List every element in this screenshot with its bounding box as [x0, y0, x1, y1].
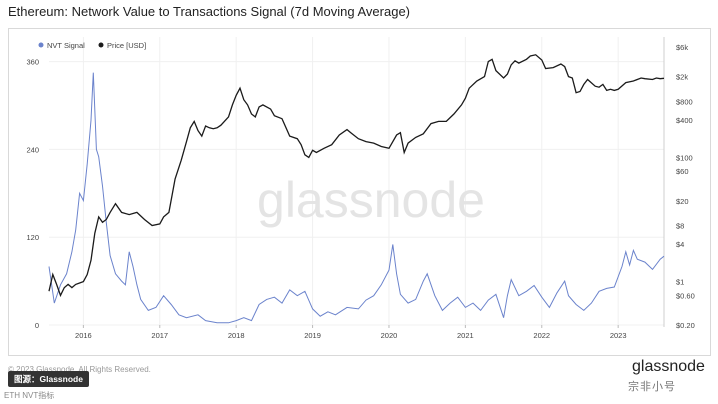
y-left-tick-label: 120 — [26, 233, 39, 242]
y-right-tick-label: $4 — [676, 240, 684, 249]
y-right-tick-label: $60 — [676, 167, 689, 176]
x-tick-label: 2018 — [228, 331, 245, 340]
image-caption: ETH NVT指标 — [4, 391, 55, 400]
y-left-tick-label: 0 — [35, 321, 39, 330]
y-right-tick-label: $6k — [676, 43, 688, 52]
y-right-tick-label: $400 — [676, 116, 693, 125]
y-right-tick-label: $2k — [676, 73, 688, 82]
x-tick-label: 2019 — [304, 331, 321, 340]
x-tick-label: 2016 — [75, 331, 92, 340]
y-right-tick-label: $100 — [676, 153, 693, 162]
page-title: Ethereum: Network Value to Transactions … — [8, 4, 411, 19]
y-left-tick-label: 240 — [26, 145, 39, 154]
y-right-tick-label: $1 — [676, 278, 684, 287]
nvt-signal-line — [48, 72, 665, 324]
y-left-tick-label: 360 — [26, 58, 39, 67]
y-right-tick-label: $800 — [676, 97, 693, 106]
price-line — [48, 54, 665, 298]
chart-frame: glassnode NVT Signal Price [USD] 0 120 240… — [8, 28, 711, 356]
y-right-tick-label: $8 — [676, 222, 684, 231]
y-right-tick-label: $20 — [676, 197, 689, 206]
y-right-tick-label: $0.20 — [676, 321, 695, 330]
site-watermark: 宗非小号 — [628, 381, 676, 393]
y-right-tick-label: $0.60 — [676, 291, 695, 300]
x-tick-label: 2023 — [610, 331, 627, 340]
legend-price-label: Price [USD] — [107, 41, 146, 50]
copyright-text: © 2023 Glassnode. All Rights Reserved. — [8, 365, 151, 374]
source-badge: 图源：Glassnode — [8, 371, 89, 387]
x-tick-label: 2022 — [533, 331, 550, 340]
legend-price-marker — [98, 42, 104, 48]
legend-nvt-label: NVT Signal — [47, 41, 85, 50]
y-axis-right: $0.20 $0.60 $1 $4 $8 $20 $60 $100 $400 $800 $2k $6k — [663, 37, 695, 330]
chart-legend: NVT Signal Price [USD] — [38, 41, 146, 50]
grid — [49, 37, 664, 326]
nvt-price-chart: glassnode NVT Signal Price [USD] 0 120 240… — [26, 37, 695, 340]
x-axis: 2016 2017 2018 2019 2020 2021 2022 2023 — [75, 325, 627, 340]
glassnode-watermark: glassnode — [257, 172, 485, 228]
x-tick-label: 2021 — [457, 331, 474, 340]
x-tick-label: 2017 — [151, 331, 168, 340]
y-axis-left: 0 120 240 360 — [26, 58, 39, 330]
glassnode-logo: glassnode — [632, 358, 705, 375]
x-tick-label: 2020 — [381, 331, 398, 340]
legend-nvt-marker — [38, 42, 44, 48]
